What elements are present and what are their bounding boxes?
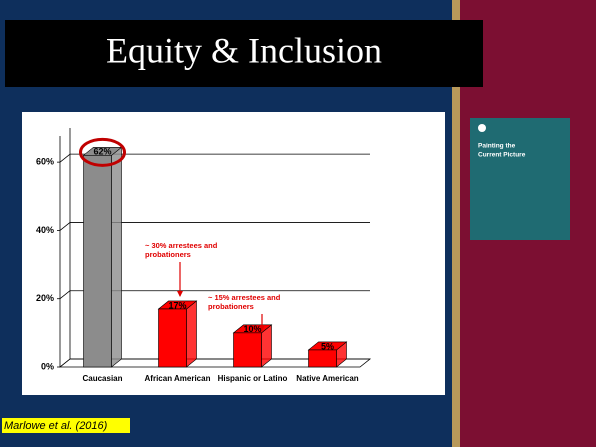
- bar-side: [111, 146, 122, 368]
- value-label: 10%: [243, 324, 261, 334]
- grid-diag: [59, 358, 71, 368]
- y-tick-label: 40%: [36, 225, 54, 235]
- book: [470, 118, 570, 240]
- grid-diag: [59, 290, 71, 300]
- book-cover: Painting the Current Picture: [470, 118, 570, 240]
- y-tick-label: 60%: [36, 157, 54, 167]
- title-bar: [5, 20, 483, 87]
- bar: [83, 155, 112, 368]
- x-tick-label: Native American: [296, 374, 359, 383]
- grid-diag: [59, 153, 71, 163]
- annotation: probationers: [145, 250, 191, 259]
- citation: Marlowe et al. (2016): [4, 420, 108, 432]
- y-tick-label: 20%: [36, 293, 54, 303]
- bar-side: [186, 300, 197, 368]
- book-title: Current Picture: [478, 152, 526, 159]
- x-tick-label: African American: [145, 374, 211, 383]
- side-stripe: [452, 0, 460, 447]
- value-label: 62%: [93, 147, 111, 157]
- arrow-head: [177, 291, 183, 297]
- grid-diag: [59, 222, 71, 231]
- x-tick-label: Hispanic or Latino: [218, 374, 288, 383]
- chart: 0% 20% 40% 60% Caucasian 62% African American 1…: [36, 128, 372, 383]
- bar: [233, 332, 262, 368]
- annotation: ~ 15% arrestees and: [208, 293, 281, 302]
- book-logo: [478, 124, 486, 132]
- annotation: ~ 30% arrestees and: [145, 241, 218, 250]
- y-tick-label: 0%: [41, 361, 54, 371]
- bar: [158, 308, 187, 368]
- value-label: 17%: [168, 300, 186, 310]
- citation-bg: [2, 418, 130, 433]
- arrow-head: [259, 325, 265, 331]
- slide-title: Equity & Inclusion: [106, 30, 382, 70]
- value-label: 5%: [321, 341, 334, 351]
- bar: [308, 349, 337, 368]
- x-tick-label: Caucasian: [82, 374, 122, 383]
- book-title: Painting the: [478, 143, 516, 150]
- annotation: probationers: [208, 302, 254, 311]
- highlight-circle: [79, 137, 126, 167]
